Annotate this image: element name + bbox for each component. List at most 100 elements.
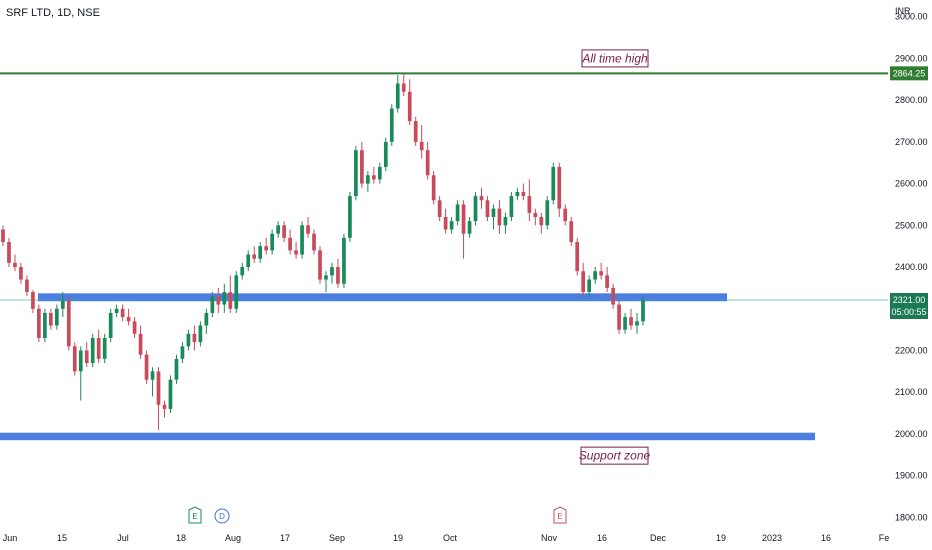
candle[interactable]: [84, 342, 89, 368]
candle[interactable]: [509, 191, 514, 222]
candle[interactable]: [635, 312, 639, 334]
candle[interactable]: [294, 242, 298, 259]
candle[interactable]: [521, 183, 526, 201]
candle[interactable]: [563, 204, 568, 226]
candle[interactable]: [371, 166, 376, 184]
candle[interactable]: [515, 187, 520, 201]
candle[interactable]: [336, 258, 340, 288]
candle[interactable]: [132, 317, 137, 338]
candle[interactable]: [168, 375, 173, 414]
annotation-all-time-high[interactable]: All time high: [581, 49, 649, 68]
candle[interactable]: [114, 304, 119, 318]
candle[interactable]: [330, 262, 334, 284]
candle[interactable]: [533, 208, 538, 226]
candle[interactable]: [641, 296, 645, 326]
candle[interactable]: [557, 162, 562, 217]
candle[interactable]: [204, 308, 209, 334]
candle[interactable]: [96, 329, 101, 364]
candle[interactable]: [485, 196, 490, 222]
candle[interactable]: [479, 187, 484, 209]
candle[interactable]: [1, 225, 5, 247]
candle[interactable]: [276, 221, 280, 238]
candle[interactable]: [264, 237, 269, 255]
candle[interactable]: [270, 229, 275, 255]
candle[interactable]: [54, 304, 59, 330]
event-marker-earnings[interactable]: E: [188, 506, 202, 524]
candle[interactable]: [306, 216, 310, 238]
zone-resistance-support-band[interactable]: [38, 293, 727, 302]
candle[interactable]: [126, 308, 131, 326]
candle[interactable]: [473, 191, 478, 226]
candle[interactable]: [569, 216, 574, 247]
candle[interactable]: [144, 350, 149, 384]
candle[interactable]: [581, 262, 586, 297]
candle[interactable]: [611, 283, 615, 309]
candle[interactable]: [377, 162, 382, 184]
candle[interactable]: [90, 333, 95, 368]
candle[interactable]: [467, 216, 472, 238]
candle[interactable]: [575, 237, 580, 276]
candle[interactable]: [342, 233, 346, 288]
candle[interactable]: [623, 312, 627, 334]
candle[interactable]: [72, 342, 77, 376]
candle[interactable]: [461, 200, 466, 259]
candle[interactable]: [497, 200, 502, 234]
candle[interactable]: [389, 104, 394, 147]
candle[interactable]: [210, 292, 215, 318]
candle[interactable]: [60, 292, 65, 318]
candle[interactable]: [78, 346, 83, 401]
candle[interactable]: [288, 229, 292, 255]
candle[interactable]: [150, 367, 155, 397]
candle[interactable]: [366, 171, 370, 192]
candle[interactable]: [198, 321, 203, 347]
candle[interactable]: [545, 196, 550, 230]
candle[interactable]: [383, 137, 388, 172]
candle[interactable]: [395, 75, 400, 113]
candle[interactable]: [360, 141, 364, 188]
candle[interactable]: [599, 262, 603, 280]
candle[interactable]: [43, 308, 47, 343]
candle[interactable]: [25, 275, 29, 297]
candle[interactable]: [407, 79, 412, 126]
candle[interactable]: [437, 196, 442, 222]
candle[interactable]: [186, 329, 191, 351]
candle[interactable]: [413, 116, 418, 147]
candle[interactable]: [13, 254, 17, 272]
candle[interactable]: [401, 73, 406, 96]
candle[interactable]: [120, 304, 125, 322]
candle[interactable]: [246, 250, 251, 272]
candle[interactable]: [174, 354, 179, 384]
candle[interactable]: [240, 262, 245, 280]
candle[interactable]: [503, 212, 508, 234]
candle[interactable]: [156, 367, 161, 430]
candle[interactable]: [7, 237, 11, 268]
candle[interactable]: [348, 191, 352, 243]
candle[interactable]: [539, 212, 544, 234]
candle[interactable]: [19, 262, 23, 284]
zone-support-zone[interactable]: [0, 432, 815, 441]
event-marker-earnings-upcoming[interactable]: E: [553, 506, 567, 524]
candle[interactable]: [419, 125, 424, 159]
candle[interactable]: [593, 267, 598, 284]
candle[interactable]: [431, 171, 436, 205]
candle[interactable]: [216, 287, 221, 313]
candle[interactable]: [312, 229, 316, 255]
candle[interactable]: [222, 283, 227, 313]
candle[interactable]: [234, 271, 239, 313]
annotation-support-zone[interactable]: Support zone: [579, 446, 651, 465]
candle[interactable]: [491, 204, 496, 230]
candle[interactable]: [31, 289, 35, 313]
candle[interactable]: [162, 400, 167, 418]
candle[interactable]: [102, 333, 107, 364]
candle[interactable]: [228, 275, 233, 313]
candle[interactable]: [617, 300, 621, 334]
candle[interactable]: [258, 242, 263, 263]
candle[interactable]: [527, 179, 532, 222]
candle[interactable]: [318, 246, 322, 284]
candle[interactable]: [37, 304, 41, 343]
candle[interactable]: [324, 271, 328, 293]
candle[interactable]: [551, 162, 556, 205]
candle[interactable]: [300, 221, 304, 259]
candle[interactable]: [425, 141, 430, 180]
